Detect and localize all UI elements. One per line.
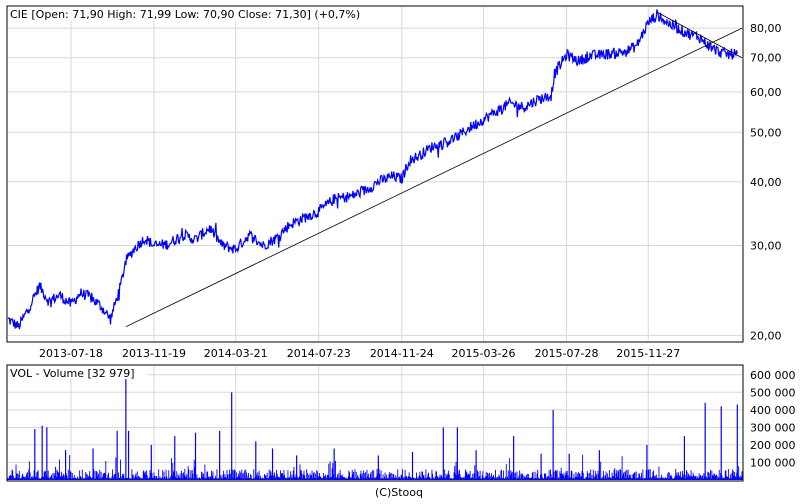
- price-panel-frame: [6, 5, 744, 343]
- price-y-tick-labels: 20,00 30,00 40,00 50,00 60,00 70,00 80,00: [750, 22, 782, 342]
- volume-y-tick-label: 100 000: [750, 456, 796, 469]
- trendlines: [125, 11, 743, 328]
- price-y-tick-label: 70,00: [750, 52, 782, 65]
- price-y-tick-label: 50,00: [750, 126, 782, 139]
- volume-grid: [8, 366, 742, 480]
- volume-y-tick-label: 500 000: [750, 386, 796, 399]
- x-tick-label: 2015-03-26: [452, 347, 516, 360]
- x-tick-label: 2015-11-27: [616, 347, 680, 360]
- x-tick-label: 2014-07-23: [287, 347, 351, 360]
- volume-bars: [7, 373, 743, 480]
- volume-y-tick-label: 400 000: [750, 404, 796, 417]
- price-series: [7, 9, 738, 330]
- price-header: CIE [Open: 71,90 High: 71,99 Low: 70,90 …: [10, 8, 360, 21]
- x-tick-label: 2015-07-28: [535, 347, 599, 360]
- volume-y-tick-label: 600 000: [750, 369, 796, 382]
- price-line: [7, 9, 738, 330]
- price-header-bg: [8, 7, 326, 21]
- price-y-tick-label: 30,00: [750, 240, 782, 253]
- price-y-tick-label: 20,00: [750, 329, 782, 342]
- volume-header-bg: [8, 366, 148, 379]
- volume-panel-frame: [6, 364, 744, 482]
- x-tick-label: 2013-07-18: [39, 347, 103, 360]
- support-trendline: [125, 27, 743, 328]
- price-grid: [8, 7, 742, 341]
- footer-credit: (C)Stooq: [375, 486, 423, 499]
- volume-y-tick-label: 200 000: [750, 439, 796, 452]
- volume-y-tick-label: 300 000: [750, 421, 796, 434]
- volume-header: VOL - Volume [32 979]: [10, 367, 135, 380]
- x-tick-label: 2014-03-21: [204, 347, 268, 360]
- x-tick-label: 2014-11-24: [370, 347, 434, 360]
- volume-y-tick-labels: 100 000 200 000 300 000 400 000 500 000 600 0…: [750, 369, 796, 470]
- resistance-trendline: [656, 11, 743, 59]
- price-y-tick-label: 40,00: [750, 176, 782, 189]
- price-y-tick-label: 60,00: [750, 86, 782, 99]
- price-y-tick-label: 80,00: [750, 22, 782, 35]
- x-tick-labels: 2013-07-18 2013-11-19 2014-03-21 2014-07-23…: [39, 347, 680, 360]
- x-tick-label: 2013-11-19: [122, 347, 186, 360]
